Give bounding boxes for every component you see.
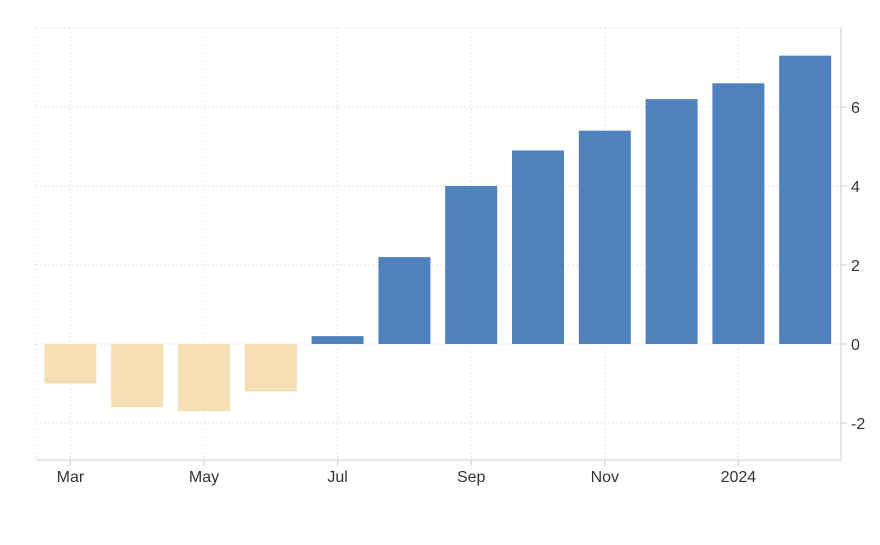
bar-2023-03 [44, 344, 97, 384]
bar-2023-07 [311, 336, 364, 344]
bar-2023-08 [378, 257, 431, 344]
bar-2023-06 [244, 344, 297, 392]
bar-2023-11 [578, 130, 631, 344]
x-tick-label: 2024 [721, 469, 757, 486]
y-tick-label: -2 [851, 416, 865, 433]
x-tick-label: Jul [327, 469, 347, 486]
bar-2023-04 [111, 344, 164, 408]
bar-2023-12 [645, 99, 698, 344]
bar-2024-01 [712, 83, 765, 345]
bar-2023-09 [445, 186, 498, 344]
bar-2024-02 [779, 55, 832, 345]
bar-2023-10 [512, 150, 564, 344]
y-tick-label: 0 [851, 337, 860, 354]
bar-2023-05 [178, 344, 230, 412]
y-tick-label: 4 [851, 179, 860, 196]
x-tick-label: May [189, 469, 219, 486]
tick-labels: -2 0 2 4 6 Mar May Jul Sep Nov 2024 [57, 100, 866, 486]
x-tick-label: Mar [57, 469, 85, 486]
axes [36, 28, 847, 466]
x-tick-label: Sep [457, 469, 486, 486]
x-tick-label: Nov [591, 469, 619, 486]
bars [44, 55, 832, 412]
y-tick-label: 2 [851, 258, 860, 275]
y-tick-label: 6 [851, 100, 860, 117]
